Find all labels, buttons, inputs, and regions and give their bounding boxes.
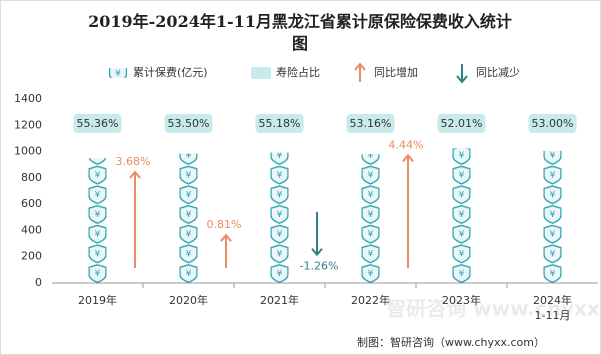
arrow-head (129, 170, 141, 179)
y-tick-label: 600 (21, 197, 42, 210)
pictorial-bar (179, 153, 198, 283)
x-tick-label: 2021年 (260, 293, 299, 307)
x-tick-label: 2019年 (78, 293, 117, 307)
y-tick-label: 400 (21, 223, 42, 236)
y-tick-label: 0 (35, 276, 42, 289)
share-box (437, 114, 486, 133)
legend-label: 同比减少 (476, 66, 520, 79)
legend-symbol (251, 67, 271, 79)
share-label: 52.01% (441, 117, 483, 130)
y-tick-label: 1400 (14, 92, 42, 105)
share-box (346, 114, 395, 133)
pictorial-bar (452, 148, 471, 283)
share-box (73, 114, 122, 133)
x-tick-label: 2023年 (442, 293, 481, 307)
share-box (255, 114, 304, 133)
pictorial-bar (88, 158, 107, 283)
growth-label: -1.26% (300, 260, 339, 273)
legend-label: 寿险占比 (276, 65, 320, 79)
legend-symbol (354, 62, 366, 71)
share-label: 53.00% (532, 117, 574, 130)
arrow-head (220, 233, 232, 242)
growth-label: 3.68% (116, 155, 151, 168)
share-label: 53.16% (350, 117, 392, 130)
pictorial-bar (361, 154, 380, 283)
x-tick-label: 2022年 (351, 293, 390, 307)
legend-symbol (456, 75, 468, 84)
legend-symbol (109, 68, 127, 78)
y-tick-label: 800 (21, 171, 42, 184)
pictorial-bar (543, 150, 562, 283)
legend-label: 同比增加 (374, 65, 418, 79)
share-label: 53.50% (168, 117, 210, 130)
share-label: 55.18% (259, 117, 301, 130)
x-tick-label: 2024年 1-11月 (533, 293, 572, 322)
share-box (528, 114, 577, 133)
growth-label: 0.81% (207, 218, 242, 231)
share-box (164, 114, 213, 133)
growth-label: 4.44% (389, 138, 424, 151)
legend-label: 累计保费(亿元) (133, 65, 208, 79)
watermark: 智研咨询 www.chyxx.com (386, 297, 601, 321)
chart-title: 2019年-2024年1-11月黑龙江省累计原保险保费收入统计图 (88, 12, 512, 53)
y-tick-label: 1000 (14, 145, 42, 158)
share-label: 55.36% (77, 117, 119, 130)
arrow-head (402, 153, 414, 162)
y-tick-label: 1200 (14, 118, 42, 131)
source: 制图：智研咨询（www.chyxx.com） (357, 335, 545, 349)
arrow-head (311, 248, 323, 257)
y-tick-label: 200 (21, 250, 42, 263)
x-tick-label: 2020年 (169, 293, 208, 307)
pictorial-bar (270, 152, 289, 283)
